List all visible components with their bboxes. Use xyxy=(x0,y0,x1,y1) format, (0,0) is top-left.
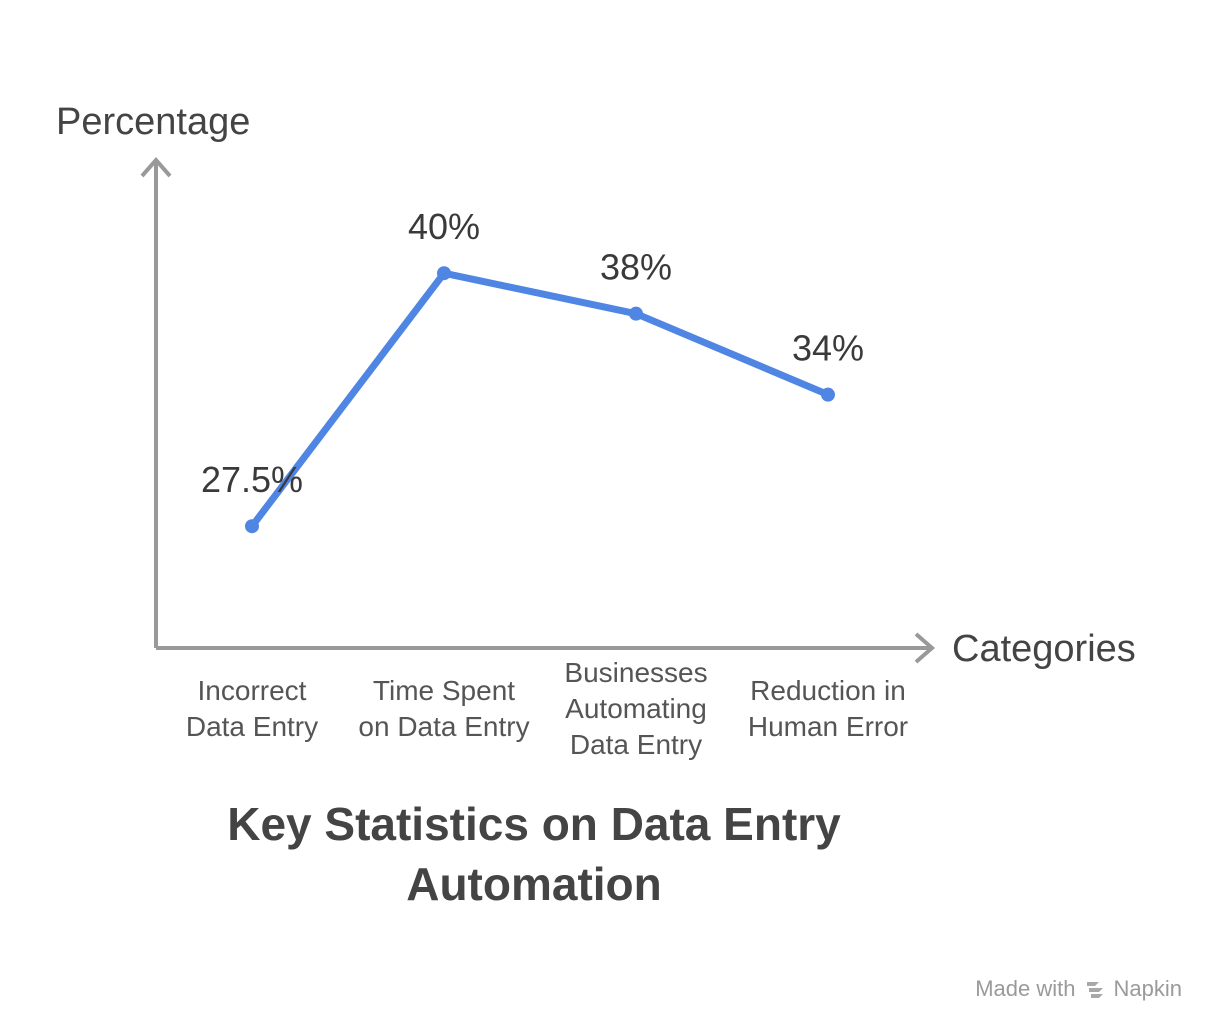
category-label: Incorrect Data Entry xyxy=(186,675,318,742)
y-axis-arrow xyxy=(140,156,172,178)
value-labels: 27.5% 40% 38% 34% xyxy=(201,206,864,500)
made-with-napkin-badge: Made with Napkin xyxy=(975,976,1182,1002)
chart-title: Key Statistics on Data Entry Automation xyxy=(227,798,841,910)
value-label: 38% xyxy=(600,247,672,288)
series-line xyxy=(248,269,832,530)
y-axis-title: Percentage xyxy=(56,101,250,143)
data-point xyxy=(437,266,451,281)
x-axis-title: Categories xyxy=(952,628,1136,670)
napkin-brand-text: Napkin xyxy=(1113,976,1182,1001)
category-labels: Incorrect Data Entry Time Spent on Data Ent… xyxy=(186,657,908,760)
value-label: 34% xyxy=(792,328,864,369)
data-point xyxy=(245,519,259,534)
category-label: Reduction in Human Error xyxy=(748,675,908,742)
x-axis-arrow xyxy=(914,632,936,664)
napkin-logo-icon xyxy=(1084,978,1106,1000)
data-point xyxy=(629,306,643,321)
category-label: Time Spent on Data Entry xyxy=(358,675,529,742)
series-line-group xyxy=(245,266,835,534)
axes: Percentage Categories xyxy=(56,101,1136,670)
value-label: 40% xyxy=(408,206,480,247)
made-with-text: Made with xyxy=(975,976,1076,1001)
category-label: Businesses Automating Data Entry xyxy=(564,657,707,760)
data-point xyxy=(821,387,835,402)
value-label: 27.5% xyxy=(201,459,303,500)
